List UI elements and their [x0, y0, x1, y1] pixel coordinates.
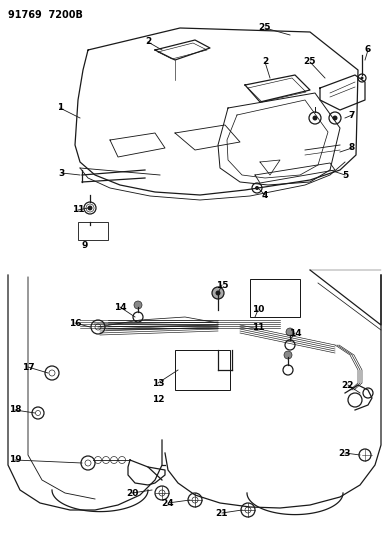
Bar — [250, 279, 300, 317]
Text: 19: 19 — [9, 456, 21, 464]
Text: 21: 21 — [216, 508, 228, 518]
Text: 6: 6 — [365, 45, 371, 54]
Text: 2: 2 — [145, 37, 151, 46]
Text: 25: 25 — [259, 23, 271, 33]
Circle shape — [212, 287, 224, 299]
Text: 15: 15 — [216, 280, 228, 289]
Text: 2: 2 — [262, 58, 268, 67]
Text: 91769  7200B: 91769 7200B — [8, 10, 83, 20]
Text: 14: 14 — [289, 328, 301, 337]
Text: 18: 18 — [9, 406, 21, 415]
Text: 24: 24 — [162, 498, 174, 507]
Text: 12: 12 — [152, 395, 164, 405]
Text: 11: 11 — [252, 322, 264, 332]
Bar — [175, 350, 230, 390]
Text: 14: 14 — [114, 303, 126, 311]
Circle shape — [312, 116, 317, 120]
Text: 11: 11 — [72, 206, 84, 214]
Circle shape — [333, 116, 338, 120]
Text: 7: 7 — [349, 110, 355, 119]
Text: 17: 17 — [22, 362, 34, 372]
Text: 16: 16 — [69, 319, 81, 327]
Text: 3: 3 — [59, 168, 65, 177]
Text: 20: 20 — [126, 489, 138, 497]
Text: 10: 10 — [252, 305, 264, 314]
Circle shape — [284, 351, 292, 359]
Text: 22: 22 — [342, 381, 354, 390]
Circle shape — [286, 328, 294, 336]
Text: 9: 9 — [82, 240, 88, 249]
Circle shape — [134, 301, 142, 309]
Circle shape — [88, 206, 93, 211]
Text: 13: 13 — [152, 378, 164, 387]
Text: 25: 25 — [304, 58, 316, 67]
Bar — [78, 222, 108, 240]
Text: 23: 23 — [339, 448, 351, 457]
Circle shape — [361, 77, 363, 79]
Circle shape — [216, 290, 221, 295]
Text: 4: 4 — [262, 190, 268, 199]
Text: 8: 8 — [349, 143, 355, 152]
Text: 1: 1 — [57, 103, 63, 112]
Circle shape — [255, 186, 259, 190]
Text: 5: 5 — [342, 171, 348, 180]
